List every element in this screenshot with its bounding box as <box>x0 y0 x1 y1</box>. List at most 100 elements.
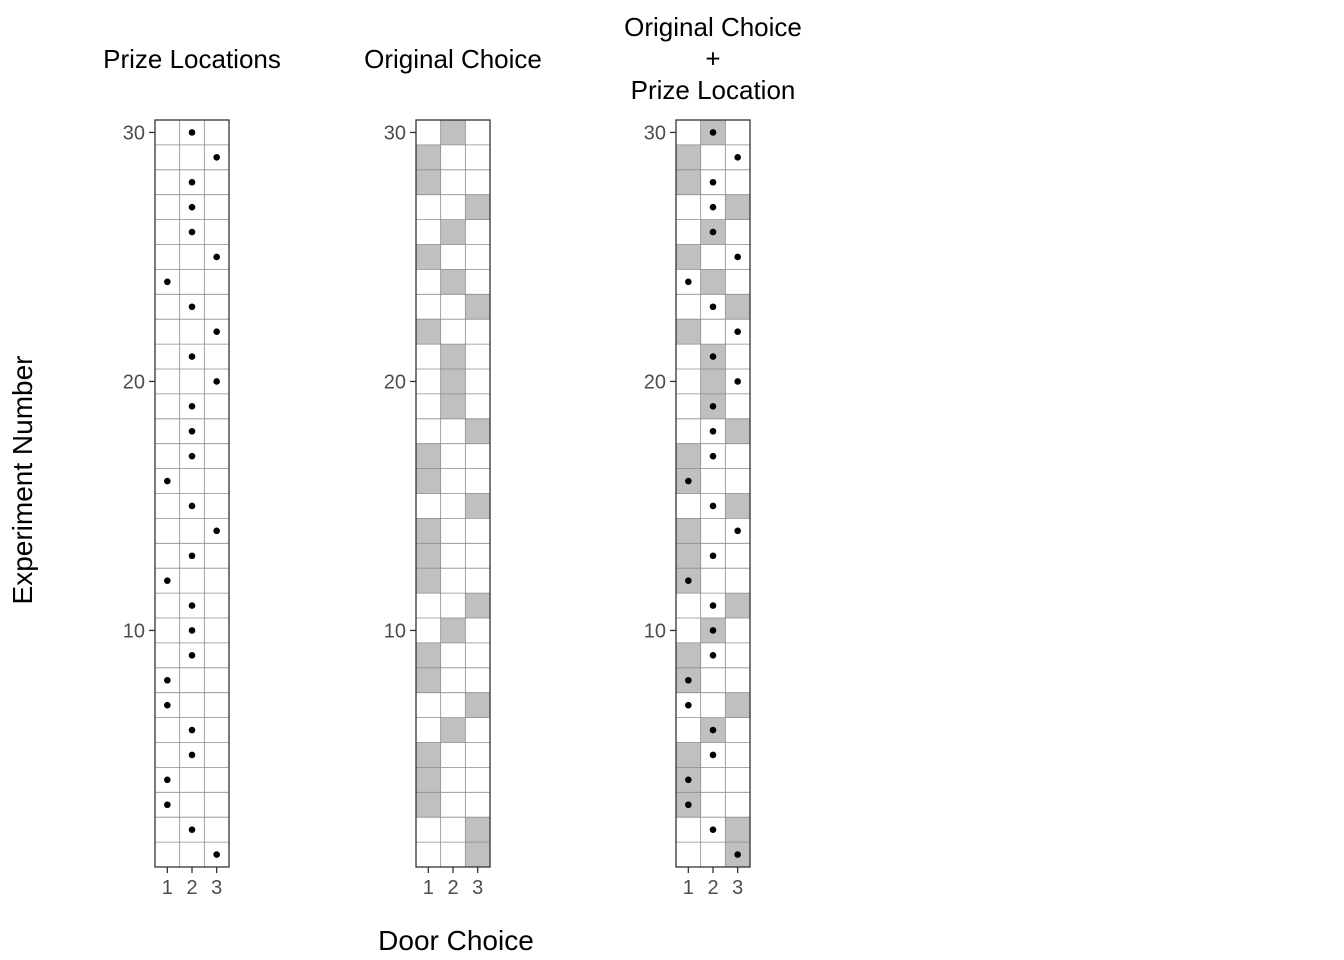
prize-dot <box>685 278 692 286</box>
prize-dot <box>709 203 717 211</box>
x-tick-label: 1 <box>162 877 173 899</box>
shaded-tile <box>676 642 701 668</box>
shaded-tile <box>700 369 726 394</box>
prize-dot <box>213 378 220 385</box>
shaded-tile <box>700 269 726 295</box>
prize-dot <box>734 378 741 385</box>
prize-dot <box>188 502 196 510</box>
prize-dot <box>709 178 717 186</box>
prize-dot <box>164 676 171 684</box>
shaded-tile <box>725 817 751 843</box>
y-tick-label: 30 <box>644 122 666 144</box>
shaded-tile <box>416 568 441 594</box>
shaded-tile <box>465 493 491 519</box>
shaded-tile <box>725 294 751 320</box>
prize-dot <box>188 602 196 609</box>
prize-dot <box>709 303 717 311</box>
shaded-tile <box>416 443 441 469</box>
y-tick-label: 20 <box>123 371 145 393</box>
shaded-tile <box>465 817 491 843</box>
prize-dot <box>709 427 717 435</box>
shaded-tile <box>416 518 441 544</box>
shaded-tile <box>676 518 701 544</box>
prize-dot <box>685 776 692 784</box>
prize-dot <box>213 154 220 161</box>
prize-dot <box>709 228 717 236</box>
prize-dot <box>685 676 692 684</box>
prize-dot <box>685 801 692 809</box>
prize-dot <box>734 851 741 858</box>
shaded-tile <box>725 418 751 444</box>
shaded-tile <box>676 169 701 195</box>
panel-1: 10 20 30 1 2 3 Prize Locations <box>103 44 281 899</box>
shaded-tile <box>440 120 466 145</box>
shaded-tile <box>416 468 441 494</box>
y-tick-label: 20 <box>644 371 666 393</box>
x-tick-label: 3 <box>472 877 483 899</box>
prize-dot <box>188 303 196 311</box>
prize-dot <box>734 328 741 335</box>
y-tick-label: 20 <box>384 371 406 393</box>
prize-dot <box>164 701 171 709</box>
x-tick-label: 2 <box>447 877 458 899</box>
shaded-tile <box>440 369 466 394</box>
shaded-tile <box>725 493 751 519</box>
prize-dot <box>213 253 220 261</box>
shaded-tile <box>416 742 441 768</box>
shaded-tile <box>416 543 441 569</box>
shaded-tile <box>676 543 701 569</box>
prize-dot <box>188 129 196 136</box>
shaded-tile <box>725 593 751 618</box>
prize-dot <box>188 751 196 759</box>
y-tick-label: 10 <box>644 620 666 642</box>
y-axis-title: Experiment Number <box>7 356 38 605</box>
prize-dot <box>164 776 171 784</box>
panel-2: 10 20 30 1 2 3 Original Choice <box>364 44 542 899</box>
shaded-tile <box>465 842 491 867</box>
prize-dot <box>188 726 196 734</box>
prize-dot <box>709 602 717 609</box>
prize-dot <box>709 502 717 510</box>
prize-dot <box>709 652 717 659</box>
shaded-tile <box>465 194 491 220</box>
x-tick-label: 1 <box>423 877 434 899</box>
panel-title: Prize Locations <box>103 44 281 74</box>
shaded-tile <box>440 344 466 369</box>
shaded-tile <box>416 144 441 170</box>
prize-dot <box>188 552 196 560</box>
panel-title: Prize Location <box>631 75 796 105</box>
y-tick-label: 30 <box>384 122 406 144</box>
prize-dot <box>213 851 220 858</box>
prize-dot <box>188 427 196 435</box>
x-tick-label: 2 <box>707 877 718 899</box>
shaded-tile <box>465 418 491 444</box>
prize-dot <box>188 627 196 634</box>
shaded-tile <box>676 742 701 768</box>
panel-title: Original Choice <box>624 12 802 42</box>
prize-dot <box>188 228 196 236</box>
prize-dot <box>709 627 717 634</box>
shaded-tile <box>416 319 441 345</box>
shaded-tile <box>465 593 491 618</box>
prize-dot <box>188 203 196 211</box>
panel-title: + <box>705 44 720 74</box>
prize-dot <box>213 328 220 335</box>
panel-3: 10 20 30 1 2 3 Original Choice+Prize Location <box>624 12 802 899</box>
shaded-tile <box>440 269 466 295</box>
prize-dot <box>164 801 171 809</box>
panel-title: Original Choice <box>364 44 542 74</box>
prize-dot <box>164 477 171 485</box>
prize-dot <box>188 353 196 360</box>
prize-dot <box>734 527 741 535</box>
prize-dot <box>213 527 220 535</box>
prize-dot <box>188 178 196 186</box>
shaded-tile <box>465 692 491 718</box>
shaded-tile <box>416 642 441 668</box>
y-tick-label: 10 <box>384 620 406 642</box>
shaded-tile <box>676 144 701 170</box>
shaded-tile <box>676 319 701 345</box>
shaded-tile <box>416 244 441 270</box>
prize-dot <box>685 477 692 485</box>
